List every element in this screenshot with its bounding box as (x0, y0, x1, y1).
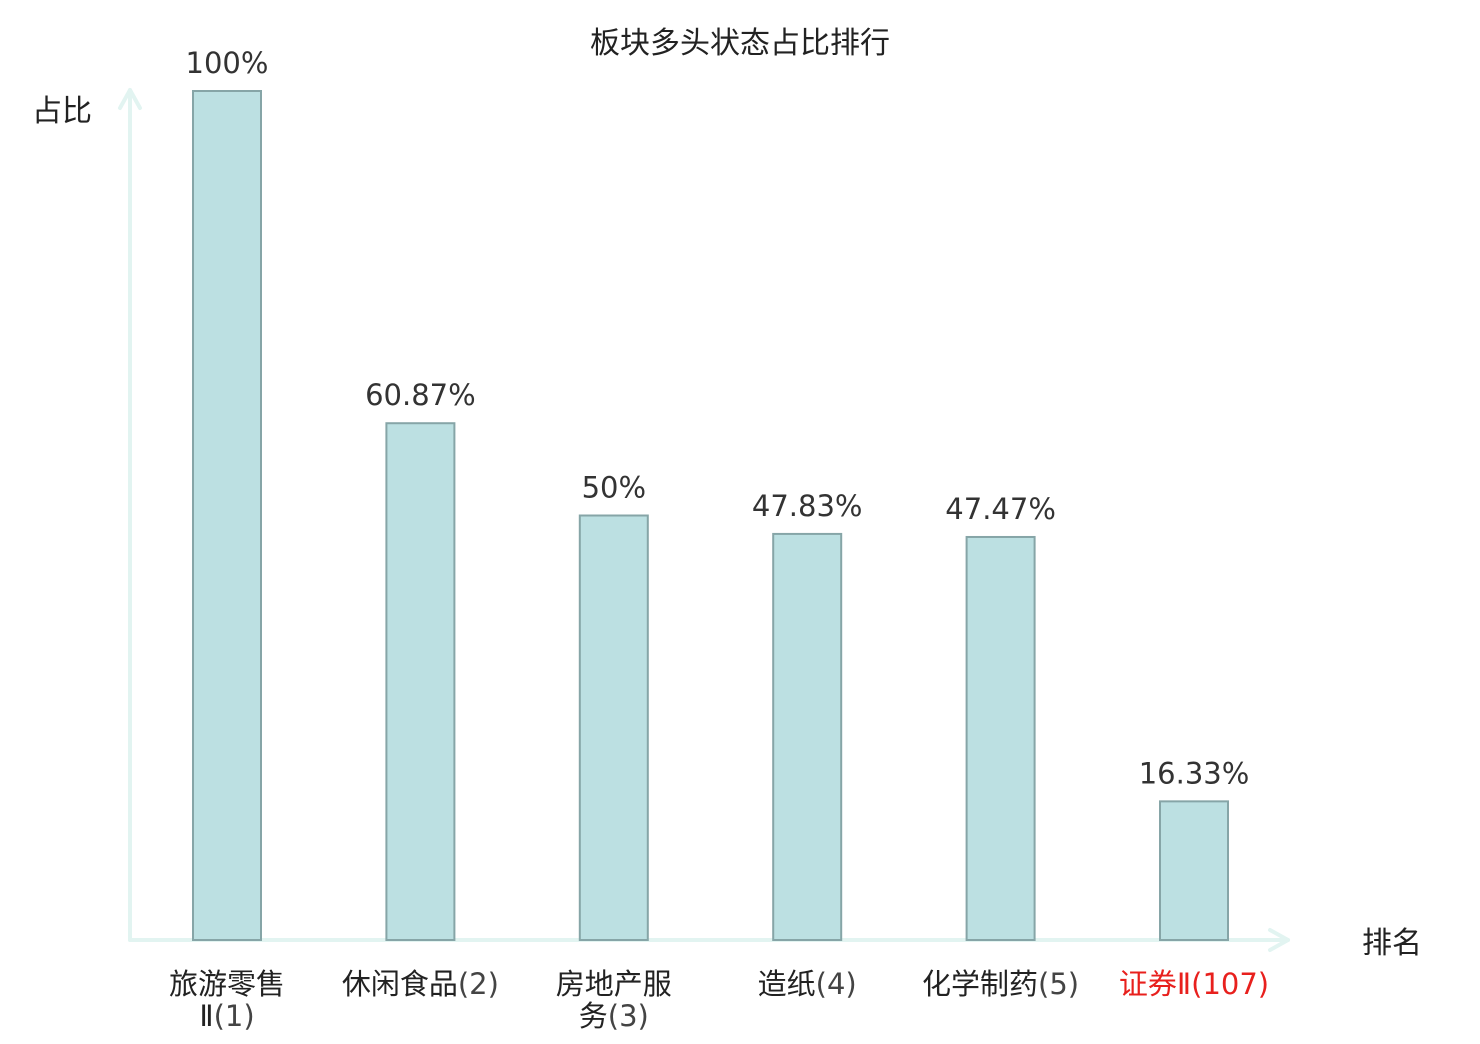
x-axis-label: 排名 (1362, 926, 1422, 961)
bar (578, 514, 649, 941)
x-tick-label: Ⅱ(1) (199, 999, 254, 1033)
x-tick-label: 化学制药(5) (922, 967, 1079, 1001)
x-tick-label: 旅游零售 (169, 967, 285, 1001)
x-tick-label: 休闲食品(2) (342, 967, 499, 1001)
bar (772, 532, 843, 941)
bar-value-label: 47.47% (945, 492, 1056, 526)
y-axis-label: 占比 (32, 94, 92, 129)
bar-value-label: 100% (186, 46, 269, 80)
x-tick-label: 房地产服 (556, 967, 672, 1001)
bar (385, 422, 456, 942)
bar (192, 90, 262, 941)
x-tick-label: 务(3) (579, 999, 649, 1033)
value-labels: 100% 60.87% 50% 47.83% 47.47% 16.33% (186, 46, 1250, 790)
x-tick-label: 造纸(4) (758, 967, 857, 1001)
bar-value-label: 50% (582, 471, 646, 505)
y-axis-arrow (118, 88, 142, 110)
bar-value-label: 47.83% (752, 489, 863, 523)
bar-value-label: 60.87% (365, 378, 476, 412)
bar (1159, 800, 1229, 941)
chart-title: 板块多头状态占比排行 (590, 26, 890, 61)
x-tick-label: 证券Ⅱ(107) (1119, 967, 1269, 1001)
bar-value-label: 16.33% (1139, 756, 1250, 790)
bar (965, 535, 1036, 941)
x-axis-arrow (1268, 928, 1290, 952)
bars (192, 90, 1229, 942)
axes (118, 88, 1290, 952)
